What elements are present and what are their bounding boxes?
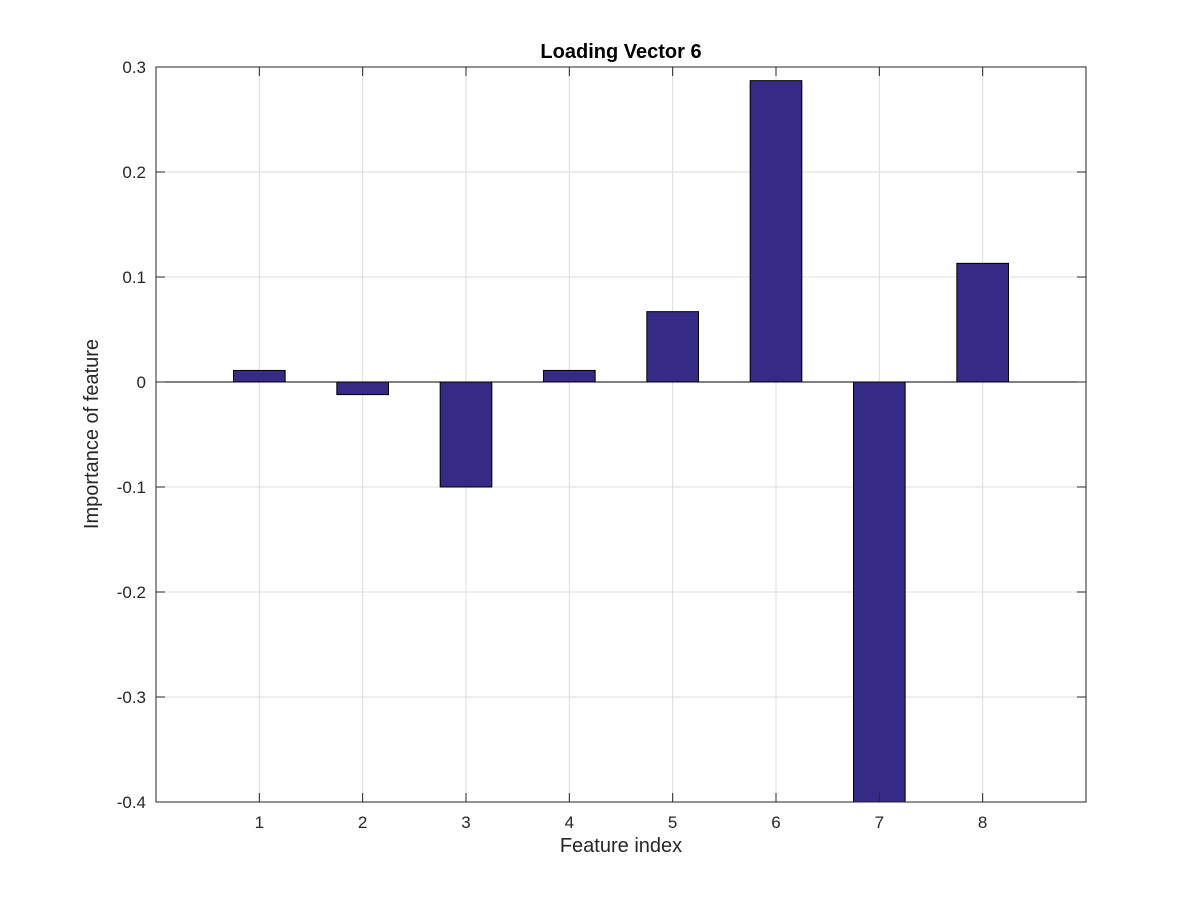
bar-feature-5 bbox=[646, 311, 699, 383]
y-tick-label: -0.4 bbox=[117, 793, 146, 812]
x-tick-label: 8 bbox=[978, 813, 987, 832]
y-tick-label: 0 bbox=[137, 373, 146, 392]
x-tick-label: 6 bbox=[771, 813, 780, 832]
x-tick-label: 2 bbox=[358, 813, 367, 832]
bar-feature-8 bbox=[956, 262, 1009, 383]
y-tick-label: -0.1 bbox=[117, 478, 146, 497]
bar-feature-6 bbox=[749, 80, 803, 383]
bar-feature-1 bbox=[233, 369, 286, 383]
x-tick-label: 5 bbox=[668, 813, 677, 832]
bar-feature-4 bbox=[543, 369, 596, 383]
x-tick-label: 4 bbox=[565, 813, 574, 832]
bar-feature-2 bbox=[336, 381, 390, 396]
y-tick-label: -0.2 bbox=[117, 583, 146, 602]
grid bbox=[156, 66, 1086, 803]
ticks bbox=[156, 66, 1086, 803]
y-axis-label: Importance of feature bbox=[81, 339, 103, 529]
y-tick-label: 0.3 bbox=[122, 58, 146, 77]
axes-frame bbox=[155, 66, 1087, 803]
y-tick-label: 0.2 bbox=[122, 163, 146, 182]
x-tick-labels: 1 2 3 4 5 6 7 8 bbox=[255, 813, 988, 832]
y-tick-label: 0.1 bbox=[122, 268, 146, 287]
x-tick-label: 1 bbox=[255, 813, 264, 832]
x-axis-label: Feature index bbox=[560, 835, 682, 857]
y-tick-labels: -0.4 -0.3 -0.2 -0.1 0 0.1 0.2 0.3 bbox=[117, 58, 146, 812]
y-tick-label: -0.3 bbox=[117, 688, 146, 707]
chart-title: Loading Vector 6 bbox=[540, 41, 701, 63]
x-tick-label: 3 bbox=[461, 813, 470, 832]
x-tick-label: 7 bbox=[875, 813, 884, 832]
bars bbox=[233, 80, 1009, 803]
bar-feature-3 bbox=[439, 381, 493, 488]
bar-feature-7 bbox=[853, 381, 906, 803]
